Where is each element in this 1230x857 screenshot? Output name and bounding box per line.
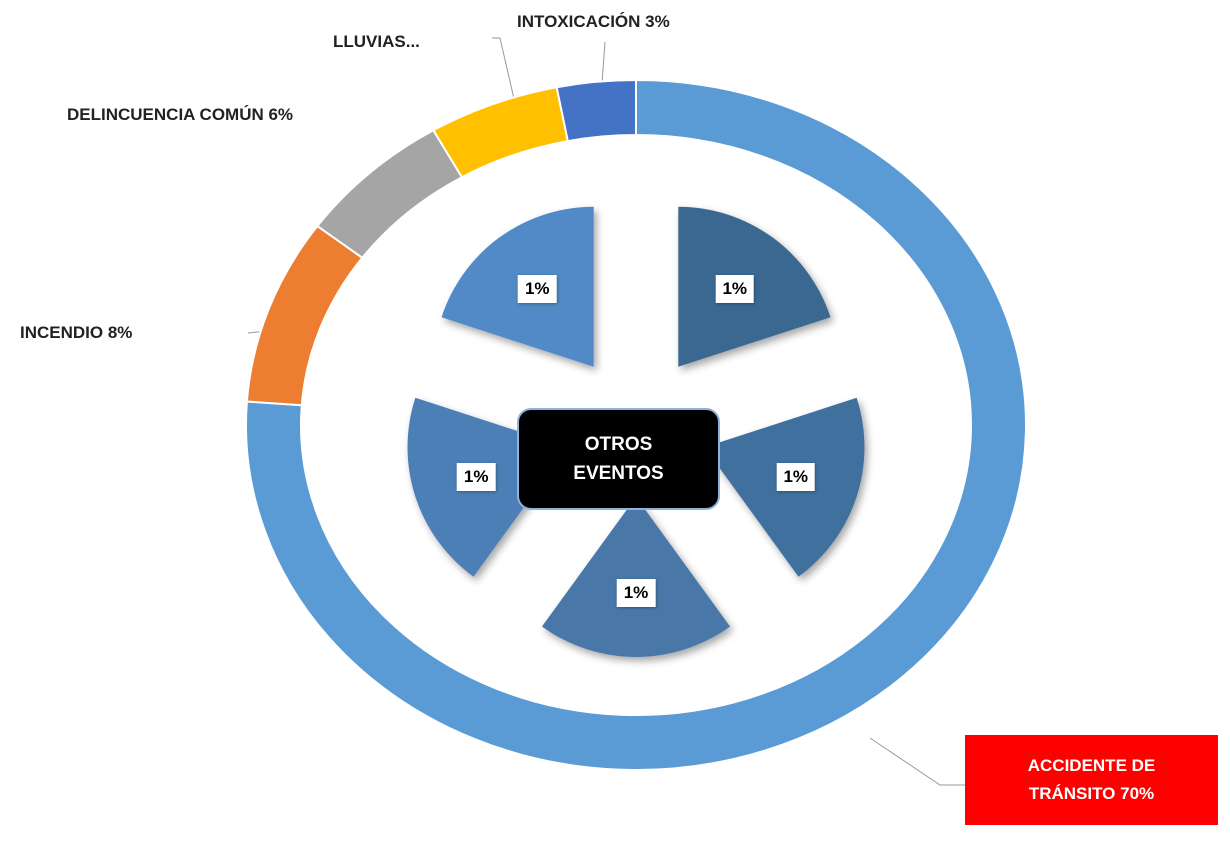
pie-slice xyxy=(441,206,594,367)
segment-label: LLUVIAS... xyxy=(333,32,420,51)
value-label: 1% xyxy=(776,462,816,491)
ring-segment xyxy=(315,128,464,260)
value-label: 1% xyxy=(456,462,496,491)
center-title: OTROS EVENTOS xyxy=(517,408,720,510)
segment-label: DELINCUENCIA COMÚN 6% xyxy=(67,105,294,124)
value-label: 1% xyxy=(517,275,557,304)
segment-label: INTOXICACIÓN 3% xyxy=(517,12,670,31)
segment-label: ACCIDENTE DE TRÁNSITO 70% xyxy=(965,735,1218,825)
ring-segment xyxy=(431,86,570,179)
leader-line xyxy=(869,737,965,786)
pie-slice xyxy=(678,206,831,367)
segment-label: INCENDIO 8% xyxy=(20,323,133,342)
ring-segment xyxy=(245,78,1027,771)
value-label: 1% xyxy=(715,275,755,304)
pie-slice xyxy=(541,497,731,658)
ring-segment xyxy=(245,224,364,407)
ring-segment xyxy=(555,78,637,143)
leader-line xyxy=(492,37,521,126)
value-label: 1% xyxy=(616,579,656,607)
